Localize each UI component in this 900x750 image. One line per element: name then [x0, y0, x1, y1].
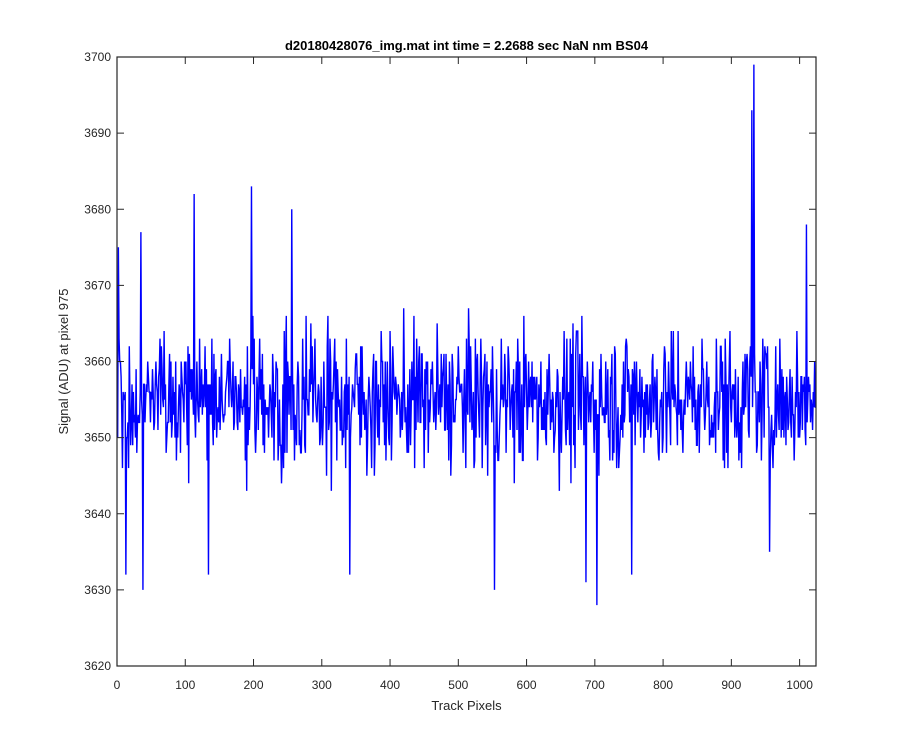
x-tick-label: 900	[721, 678, 741, 692]
chart-title: d20180428076_img.mat int time = 2.2688 s…	[285, 38, 649, 53]
x-tick-label: 400	[380, 678, 400, 692]
y-tick-label: 3640	[84, 507, 111, 521]
x-tick-label: 1000	[786, 678, 813, 692]
x-tick-label: 0	[114, 678, 121, 692]
x-tick-label: 800	[653, 678, 673, 692]
x-axis-label: Track Pixels	[431, 698, 502, 713]
y-tick-label: 3660	[84, 355, 111, 369]
axes-layer: 0 100 200 300 400 500 600 700 800 900 1000 3620 3630…	[84, 50, 817, 692]
y-tick-label: 3650	[84, 431, 111, 445]
x-tick-label: 300	[312, 678, 332, 692]
y-tick-label: 3690	[84, 126, 111, 140]
y-axis-label: Signal (ADU) at pixel 975	[56, 289, 71, 435]
y-tick-label: 3630	[84, 583, 111, 597]
series-line	[116, 64, 817, 606]
x-tick-label: 500	[448, 678, 468, 692]
y-tick-label: 3620	[84, 659, 111, 673]
series-layer	[116, 64, 817, 606]
y-tick-label: 3700	[84, 50, 111, 64]
x-tick-label: 200	[244, 678, 264, 692]
x-tick-label: 100	[175, 678, 195, 692]
y-tick-label: 3680	[84, 202, 111, 216]
y-tick-label: 3670	[84, 278, 111, 292]
x-tick-label: 700	[585, 678, 605, 692]
x-tick-label: 600	[517, 678, 537, 692]
